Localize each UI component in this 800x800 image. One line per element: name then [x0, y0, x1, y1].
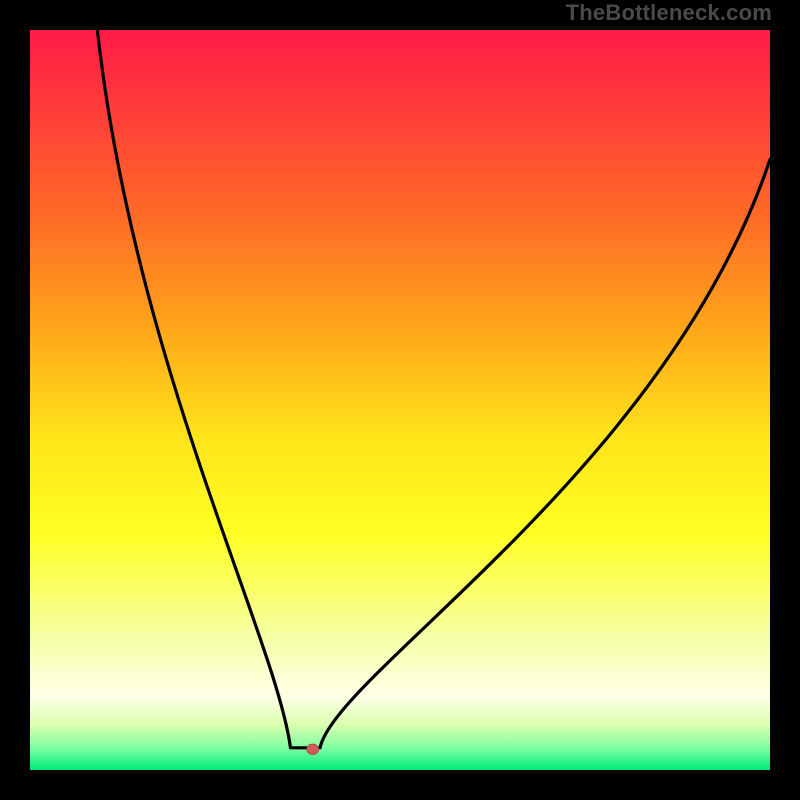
- chart-frame: TheBottleneck.com: [0, 0, 800, 800]
- bottleneck-chart: [0, 0, 800, 800]
- plot-area: [30, 30, 770, 770]
- watermark-text: TheBottleneck.com: [566, 0, 772, 26]
- optimal-point-marker: [307, 744, 319, 754]
